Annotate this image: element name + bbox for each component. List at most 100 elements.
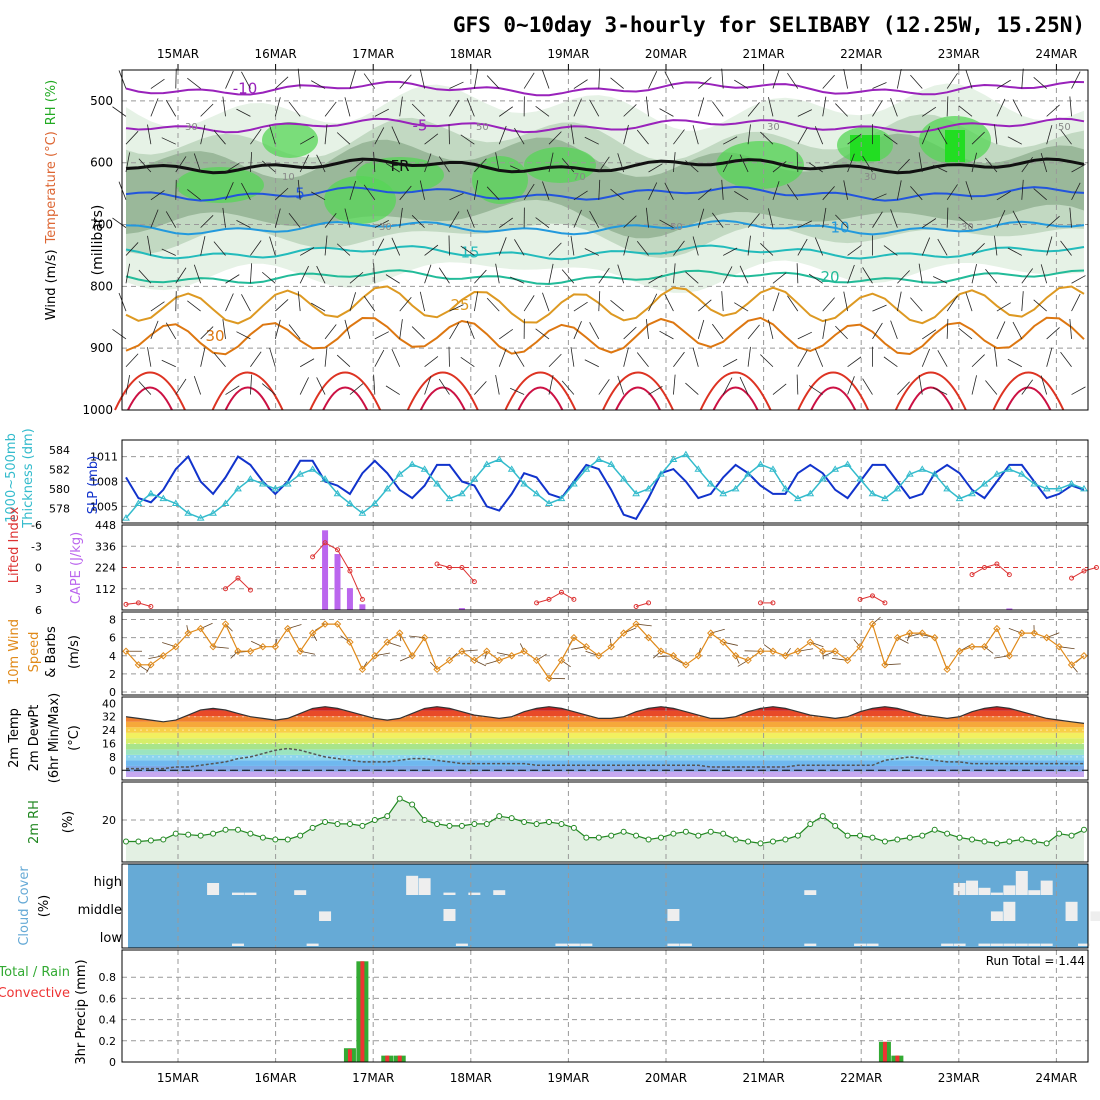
wind-barb xyxy=(1071,386,1086,395)
cloud-bar xyxy=(866,943,879,946)
cloud-level-label: low xyxy=(100,931,123,946)
thickness-point xyxy=(545,499,553,506)
cape-tick-label: 448 xyxy=(95,519,116,532)
wind-barb xyxy=(994,235,998,256)
wind-barb xyxy=(835,214,848,228)
wind-speed-point xyxy=(843,656,852,665)
lifted-index-point xyxy=(571,596,577,602)
wind-barb xyxy=(1046,236,1053,256)
wind-barb xyxy=(623,326,637,340)
rh-point xyxy=(956,834,963,841)
wind-barb xyxy=(808,273,823,284)
date-label-top: 17MAR xyxy=(352,47,394,61)
wind-barb xyxy=(374,238,385,256)
wind-barb xyxy=(438,156,450,173)
panel-frame xyxy=(121,781,1089,863)
wind-speed-point xyxy=(806,638,814,646)
wind-speed-point xyxy=(744,656,752,665)
wind-barb xyxy=(187,300,201,312)
wind-speed-point xyxy=(321,620,329,628)
wind-barb xyxy=(772,383,787,395)
wind-barb xyxy=(175,378,187,395)
wind-barb xyxy=(872,82,887,89)
wind-barb xyxy=(692,347,699,367)
wind-speed-point xyxy=(358,665,367,674)
wind-barb xyxy=(449,304,464,312)
rh-point xyxy=(210,830,217,837)
cloud-bar xyxy=(493,890,506,895)
date-label-bottom: 23MAR xyxy=(938,1071,980,1085)
wind-barb xyxy=(186,625,189,634)
wind-barb xyxy=(165,211,177,228)
wind-barb xyxy=(495,374,500,395)
axis-label-part: RH (%) xyxy=(44,80,59,125)
rh-humid-blob xyxy=(850,135,880,161)
temperature-band xyxy=(126,727,1084,733)
cape-bar xyxy=(359,604,366,610)
wind-barb xyxy=(692,125,699,145)
wind-barb xyxy=(250,263,253,284)
lifted-index-line xyxy=(536,591,575,604)
wind-barb xyxy=(225,385,240,395)
wind-speed-point xyxy=(1055,642,1063,651)
rh-point xyxy=(583,834,590,841)
panel-frame xyxy=(121,611,1089,696)
wind-barb xyxy=(698,188,712,201)
wind-barb xyxy=(125,152,131,173)
wind-barb xyxy=(466,320,475,340)
wind-barb xyxy=(648,182,658,200)
lifted-index-point xyxy=(1006,572,1012,578)
wind-barb xyxy=(385,162,400,173)
wind-barb xyxy=(697,319,705,340)
cape-bar xyxy=(334,554,341,610)
wind-barb xyxy=(449,322,460,340)
wind-speed-point xyxy=(458,647,466,655)
wind-barb xyxy=(373,374,376,395)
wind-barb xyxy=(299,377,309,395)
thickness-point xyxy=(657,470,665,477)
wind-barb xyxy=(584,248,599,256)
thickness-point xyxy=(731,484,740,492)
wind-barb xyxy=(548,152,554,173)
wind-barb xyxy=(996,191,1011,201)
wind-barb xyxy=(1007,358,1022,368)
wind-barb xyxy=(399,74,412,89)
date-label-top: 22MAR xyxy=(840,47,882,61)
wind-barb xyxy=(747,324,760,340)
wind-barb xyxy=(349,160,364,173)
panel-frame xyxy=(121,439,1089,524)
wind-barb xyxy=(222,207,226,228)
wind-barb xyxy=(269,236,276,256)
cape-bar xyxy=(1006,608,1013,610)
wind-tick-label: 2 xyxy=(109,668,116,681)
wind-barb xyxy=(985,380,998,395)
rh-point xyxy=(471,820,478,827)
lifted-index-line xyxy=(312,542,363,600)
wind-speed-point xyxy=(1080,652,1088,660)
isotherm-line xyxy=(125,157,1085,175)
precip-convective-bar xyxy=(895,1055,900,1062)
thickness-point xyxy=(122,514,130,521)
wind-speed-point xyxy=(209,642,217,651)
wind-barb xyxy=(523,183,535,201)
wind-barb xyxy=(1071,182,1081,200)
rh-point xyxy=(695,832,702,839)
wind-barb xyxy=(1021,68,1024,89)
rh-point xyxy=(857,832,864,839)
wind-barb xyxy=(499,217,514,228)
slp-axis-label: SLP (mb) xyxy=(86,456,101,515)
date-label-top: 18MAR xyxy=(450,47,492,61)
thickness-point xyxy=(159,494,168,502)
wind-barb xyxy=(424,153,432,173)
temperature-contour xyxy=(615,386,661,411)
rh-point xyxy=(546,819,553,825)
rh-contour-label: 30 xyxy=(379,222,392,233)
thickness-point xyxy=(358,509,367,516)
temperature-contour xyxy=(127,386,173,411)
wind-barb xyxy=(125,374,131,395)
lifted-index-point xyxy=(335,547,341,553)
wind-barb xyxy=(241,71,251,89)
wind-barb xyxy=(623,124,629,145)
wind-speed-point xyxy=(794,647,802,655)
